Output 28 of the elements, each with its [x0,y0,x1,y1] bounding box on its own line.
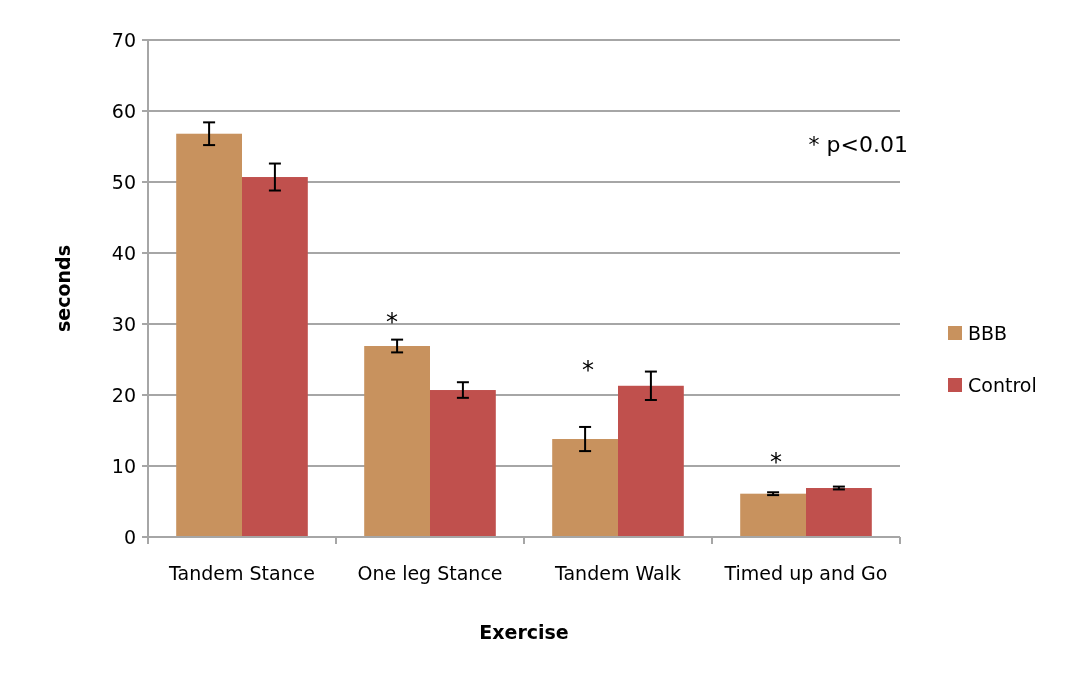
y-tick-label: 40 [111,241,136,264]
bar [806,488,872,537]
legend-label: Control [968,373,1037,396]
bar [740,493,806,537]
x-tick-label: Timed up and Go [723,562,888,584]
bar [176,133,242,537]
y-tick-label: 20 [111,383,136,406]
annotation: * [386,308,398,336]
bar [552,439,618,537]
x-tick-label: Tandem Walk [554,562,681,584]
legend-label: BBB [968,321,1008,344]
annotation: * p<0.01 [808,132,908,157]
y-tick-label: 70 [111,28,136,51]
y-tick-label: 10 [111,454,136,477]
bar [430,390,496,537]
y-tick-label: 50 [111,170,136,193]
x-tick-label: One leg Stance [357,562,503,584]
y-axis-title: seconds [52,245,74,332]
annotation: * [582,356,594,384]
x-axis-title: Exercise [479,621,569,643]
bar [618,385,684,537]
x-tick-label: Tandem Stance [168,562,315,584]
y-tick-label: 0 [123,525,136,548]
bar [242,177,308,537]
y-tick-label: 30 [111,312,136,335]
annotation: * [770,448,782,476]
y-tick-label: 60 [111,99,136,122]
bar [364,346,430,537]
